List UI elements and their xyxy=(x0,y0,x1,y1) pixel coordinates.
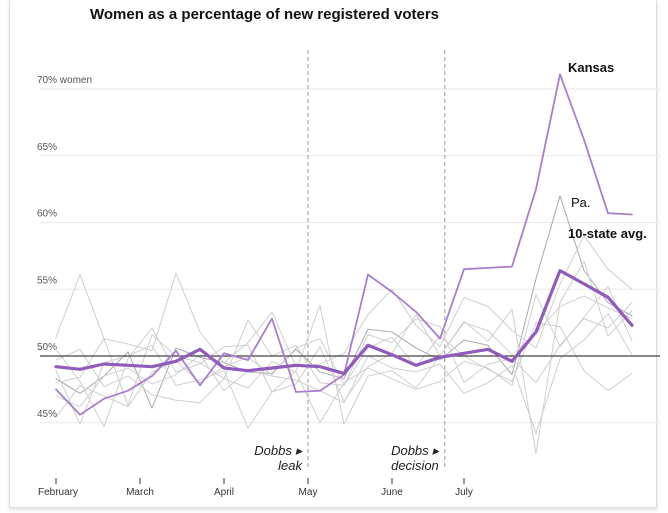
y-tick-label: 45% xyxy=(37,409,57,420)
series-label: Pa. xyxy=(571,195,591,210)
background-series-line xyxy=(55,260,633,454)
y-tick-label: 55% xyxy=(37,275,57,286)
pa-series-line xyxy=(55,195,633,409)
series-label: Kansas xyxy=(568,60,614,75)
background-series-line xyxy=(55,235,633,368)
average-series-line xyxy=(54,269,634,375)
event-annotation: Dobbs ▸ xyxy=(254,443,303,458)
x-tick-label: July xyxy=(455,487,473,498)
chart-title: Women as a percentage of new registered … xyxy=(90,6,440,23)
x-tick-label: May xyxy=(299,487,318,498)
background-series-line xyxy=(55,312,633,434)
event-annotation: Dobbs ▸ xyxy=(391,443,440,458)
x-tick-label: April xyxy=(214,487,234,498)
y-tick-label: 70% women xyxy=(37,75,92,86)
x-tick-label: March xyxy=(126,487,154,498)
y-tick-label: 50% xyxy=(37,342,57,353)
background-series-line xyxy=(55,286,633,424)
y-tick-label: 60% xyxy=(37,209,57,220)
y-tick-label: 65% xyxy=(37,142,57,153)
series-label: 10-state avg. xyxy=(568,226,647,241)
event-annotation: leak xyxy=(278,458,303,473)
event-annotation: decision xyxy=(391,458,439,473)
x-tick-label: June xyxy=(381,487,403,498)
background-series-line xyxy=(55,302,633,406)
x-tick-label: February xyxy=(38,487,78,498)
chart-frame xyxy=(9,0,657,508)
